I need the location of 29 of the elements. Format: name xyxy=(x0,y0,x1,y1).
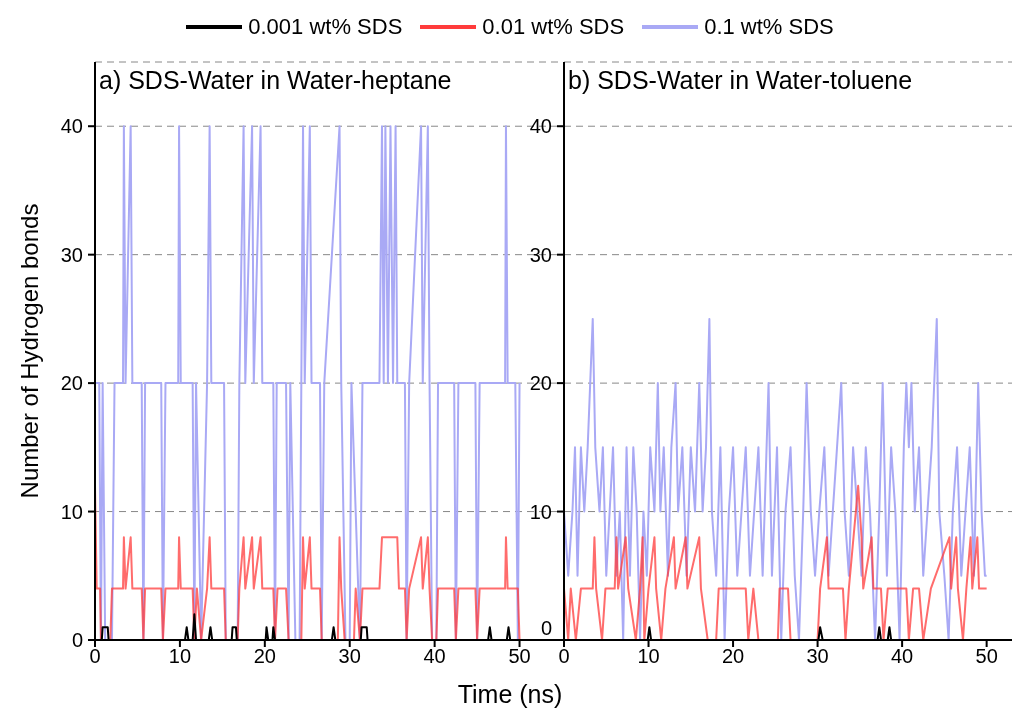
y-tick-label: 20 xyxy=(529,372,552,395)
y-tick-label: 40 xyxy=(60,115,83,138)
x-tick-label: 0 xyxy=(558,645,570,668)
x-tick-label: 40 xyxy=(890,645,914,668)
x-tick-label: 20 xyxy=(721,645,745,668)
y-tick-label: 30 xyxy=(60,243,83,266)
legend-label: 0.01 wt% SDS xyxy=(482,14,625,40)
x-tick-label: 10 xyxy=(637,645,660,668)
x-axis-title: Time (ns) xyxy=(456,680,564,709)
x-tick-label: 40 xyxy=(423,645,446,668)
x-tick-label: 50 xyxy=(975,645,998,668)
chart-title: a) SDS-Water in Water-heptane xyxy=(99,66,452,95)
x-tick-label: 30 xyxy=(338,645,361,668)
chart-title: b) SDS-Water in Water-toluene xyxy=(568,66,913,95)
x-tick-label: 20 xyxy=(253,645,276,668)
y-tick-label: 40 xyxy=(529,115,552,138)
legend-label: 0.1 wt% SDS xyxy=(704,14,834,40)
y-tick-label: 10 xyxy=(529,500,552,523)
x-tick-label: 10 xyxy=(168,645,192,668)
y-tick-label: 20 xyxy=(60,372,83,395)
y-tick-label: 0 xyxy=(540,617,552,639)
legend-label: 0.001 wt% SDS xyxy=(248,14,403,40)
x-tick-label: 30 xyxy=(806,645,829,668)
y-tick-label: 30 xyxy=(529,243,552,266)
x-tick-label: 0 xyxy=(89,645,101,668)
y-tick-label: 10 xyxy=(60,500,83,523)
y-tick-label: 0 xyxy=(71,629,83,651)
y-axis-title: Number of Hydrogen bonds xyxy=(16,203,44,499)
x-tick-label: 50 xyxy=(508,645,531,668)
